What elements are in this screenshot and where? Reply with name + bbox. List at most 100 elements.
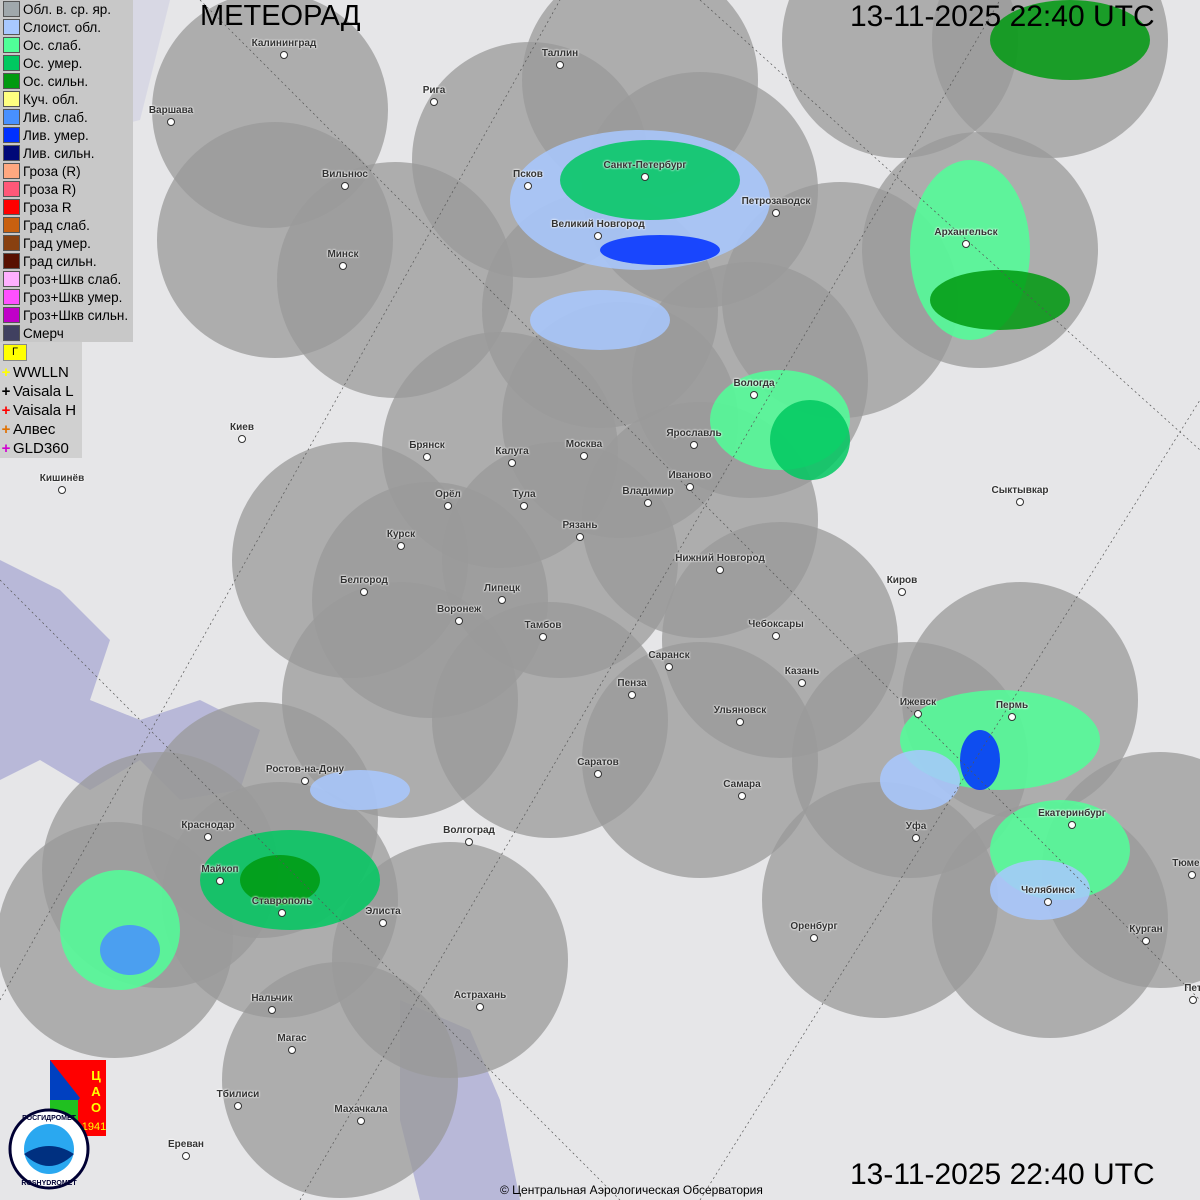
- city-marker-icon: [182, 1152, 190, 1160]
- copyright: © Центральная Аэрологическая Обсерватори…: [500, 1183, 763, 1197]
- svg-text:ROSHYDROMET: ROSHYDROMET: [21, 1180, 77, 1187]
- city-label: Сыктывкар: [991, 485, 1049, 496]
- city-marker-icon: [360, 588, 368, 596]
- radar-coverage: [782, 0, 1018, 158]
- legend-swatch: [3, 1, 20, 17]
- city-marker-icon: [914, 710, 922, 718]
- legend-label: Ос. слаб.: [23, 37, 82, 53]
- city-label: Петрозаводск: [741, 196, 811, 207]
- legend-swatch: [3, 73, 20, 89]
- city-label: Пермь: [995, 700, 1029, 711]
- city-marker-icon: [430, 98, 438, 106]
- timestamp-top: 13-11-2025 22:40 UTC: [850, 0, 1155, 33]
- city-marker-icon: [641, 173, 649, 181]
- city-label: Архангельск: [934, 227, 998, 238]
- lightning-label: Vaisala H: [13, 402, 77, 419]
- precipitation-area: [310, 770, 410, 810]
- legend-label: Слоист. обл.: [23, 19, 102, 35]
- city-label: Майкоп: [201, 864, 239, 875]
- lightning-item: + Алвес: [0, 420, 82, 439]
- timestamp-bottom: 13-11-2025 22:40 UTC: [850, 1158, 1155, 1191]
- city-marker-icon: [498, 596, 506, 604]
- legend-label: Лив. умер.: [23, 127, 89, 143]
- svg-text:А: А: [91, 1084, 101, 1099]
- city-label: Калуга: [495, 446, 529, 457]
- city-label: Ярославль: [666, 428, 722, 439]
- city-marker-icon: [341, 182, 349, 190]
- lightning-cross-icon: +: [1, 364, 11, 381]
- city-marker-icon: [58, 486, 66, 494]
- city-marker-icon: [1188, 871, 1196, 879]
- city-marker-icon: [268, 1006, 276, 1014]
- legend-label: Гроза R: [23, 199, 72, 215]
- city-label: Владимир: [622, 486, 674, 497]
- legend-swatch: [3, 37, 20, 53]
- city-label: Москва: [565, 439, 603, 450]
- precipitation-area: [530, 290, 670, 350]
- city-marker-icon: [465, 838, 473, 846]
- city-marker-icon: [444, 502, 452, 510]
- city-marker-icon: [1142, 937, 1150, 945]
- city-label: Иваново: [668, 470, 712, 481]
- city-marker-icon: [580, 452, 588, 460]
- city-label: Вологда: [733, 378, 775, 389]
- city-label: Самара: [723, 779, 761, 790]
- city-marker-icon: [1016, 498, 1024, 506]
- page-title: МЕТЕОРАД: [200, 0, 361, 32]
- city-label: Волгоград: [443, 825, 495, 836]
- city-marker-icon: [665, 663, 673, 671]
- radar-coverage: [722, 182, 958, 418]
- city-label: Чебоксары: [748, 619, 804, 630]
- city-label: Саратов: [577, 757, 619, 768]
- legend-label: Лив. сильн.: [23, 145, 95, 161]
- city-label: Уфа: [905, 821, 927, 832]
- legend-item: Гроз+Шкв умер.: [0, 288, 133, 306]
- legend-label: Гроза (R): [23, 163, 81, 179]
- city-label: Краснодар: [181, 820, 235, 831]
- city-marker-icon: [520, 502, 528, 510]
- lightning-label: GLD360: [13, 440, 69, 457]
- legend-label: Град слаб.: [23, 217, 90, 233]
- precipitation-area: [990, 860, 1090, 920]
- city-label: Ставрополь: [251, 896, 313, 907]
- city-label: Ростов-на-Дону: [265, 764, 345, 775]
- legend-label: Смерч: [23, 325, 64, 341]
- city-marker-icon: [628, 691, 636, 699]
- city-label: Рязань: [562, 520, 598, 531]
- lightning-label: WWLLN: [13, 364, 69, 381]
- legend-label: Гроза R): [23, 181, 77, 197]
- lightning-cross-icon: +: [1, 440, 11, 457]
- legend-swatch: [3, 217, 20, 233]
- precip-legend: Обл. в. ср. яр. Слоист. обл. Ос. слаб. Ос. …: [0, 0, 133, 342]
- lightning-legend: Г + WWLLN + Vaisala L + Vaisala H + Алвес + GLD36…: [0, 342, 82, 458]
- city-marker-icon: [1044, 898, 1052, 906]
- city-marker-icon: [357, 1117, 365, 1125]
- legend-item: Лив. слаб.: [0, 108, 133, 126]
- city-label: Нижний Новгород: [675, 553, 765, 564]
- city-marker-icon: [288, 1046, 296, 1054]
- legend-label: Гроз+Шкв сильн.: [23, 307, 129, 323]
- city-marker-icon: [644, 499, 652, 507]
- city-marker-icon: [278, 909, 286, 917]
- legend-swatch: [3, 91, 20, 107]
- legend-item: Гроза R): [0, 180, 133, 198]
- city-label: Киев: [230, 422, 254, 433]
- legend-swatch: [3, 253, 20, 269]
- roshydromet-logo: РОСГИДРОМЕТ ROSHYDROMET: [8, 1108, 90, 1190]
- city-label: Челябинск: [1021, 885, 1075, 896]
- city-label: Белгород: [340, 575, 388, 586]
- city-marker-icon: [476, 1003, 484, 1011]
- legend-item: Куч. обл.: [0, 90, 133, 108]
- city-marker-icon: [524, 182, 532, 190]
- lightning-toggle-button[interactable]: Г: [3, 344, 27, 361]
- precipitation-area: [240, 855, 320, 905]
- lightning-item: + GLD360: [0, 439, 82, 458]
- legend-item: Смерч: [0, 324, 133, 342]
- svg-text:О: О: [91, 1100, 101, 1115]
- city-marker-icon: [898, 588, 906, 596]
- legend-swatch: [3, 307, 20, 323]
- city-marker-icon: [167, 118, 175, 126]
- legend-item: Ос. сильн.: [0, 72, 133, 90]
